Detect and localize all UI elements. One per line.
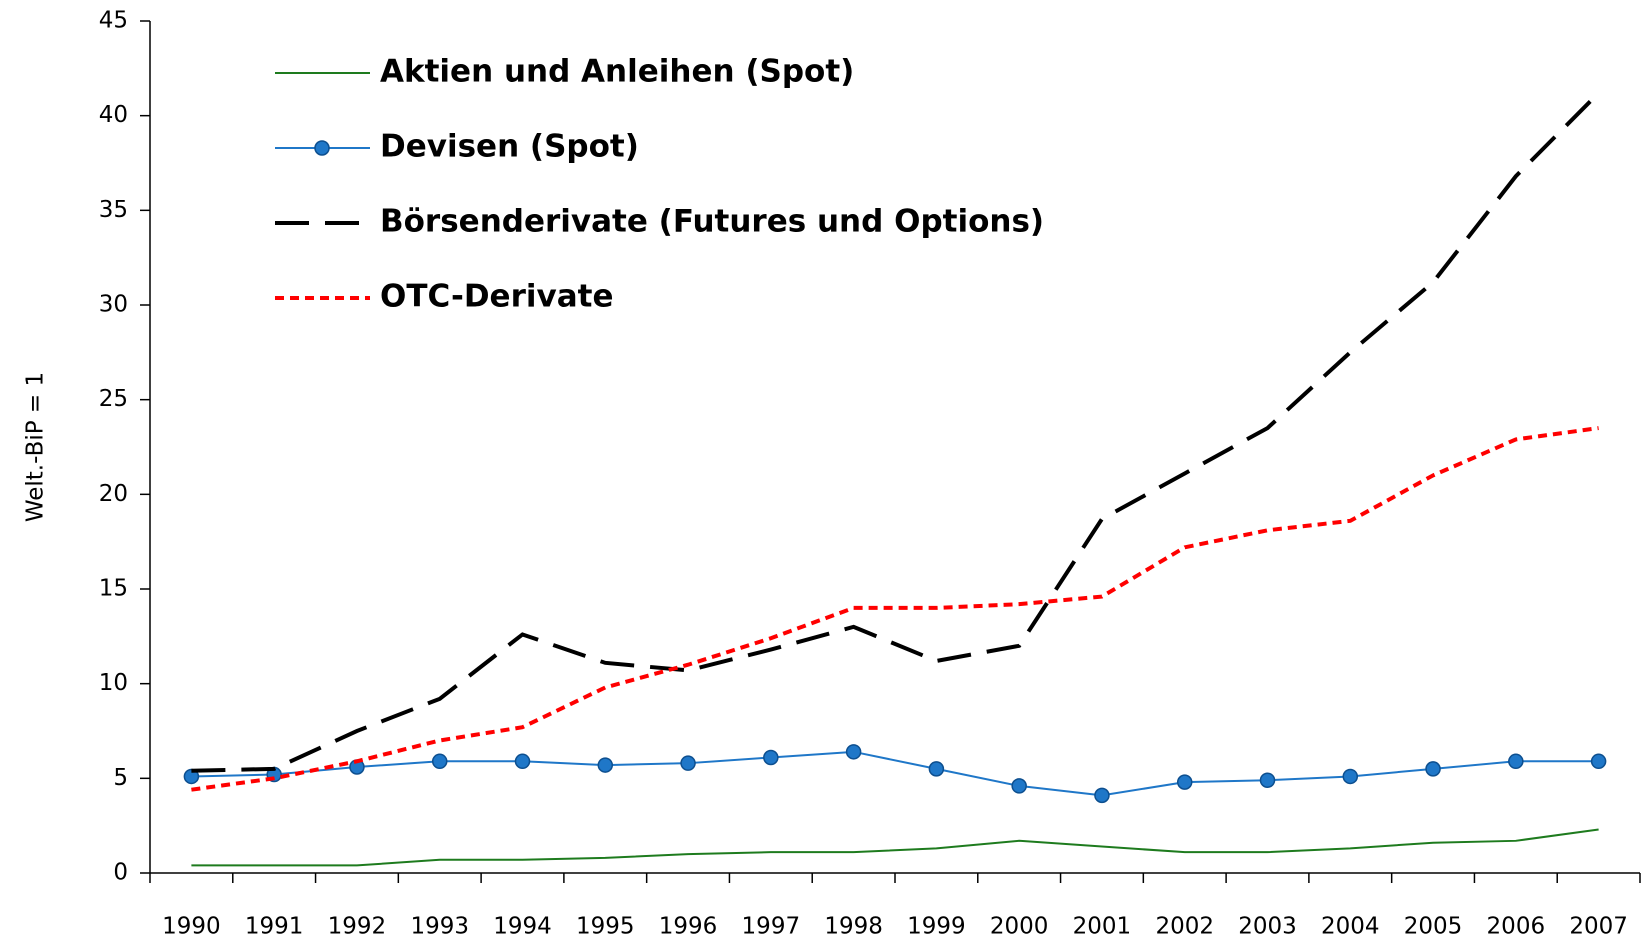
series-marker [680,755,696,771]
x-tick-label: 2006 [1487,914,1546,940]
x-tick-label: 2002 [1155,914,1214,940]
series-marker [1259,772,1276,788]
series-marker [845,744,862,760]
y-tick-label: 45 [99,8,128,34]
series-marker [514,753,531,770]
series-line [191,91,1601,773]
series-marker [597,757,614,773]
legend-label: Aktien und Anleihen (Spot) [380,54,854,90]
series-marker [1011,778,1027,794]
x-tick-label: 1997 [742,914,801,940]
x-tick-label: 1992 [328,914,387,940]
x-tick-label: 2004 [1321,914,1380,940]
series-marker [431,753,448,770]
legend-label: Börsenderivate (Futures und Options) [380,204,1044,240]
series-marker [1094,787,1110,804]
x-tick-label: 1991 [245,914,304,940]
x-tick-label: 2000 [990,914,1049,940]
series-marker [1590,753,1607,770]
series-marker [1508,753,1524,770]
y-tick-label: 15 [99,576,128,602]
x-tick-label: 1994 [493,914,552,940]
series-marker [763,749,779,766]
x-tick-label: 1996 [659,914,718,940]
y-tick-label: 0 [113,860,128,886]
y-tick-label: 25 [99,386,128,412]
y-tick-label: 10 [99,670,128,696]
legend-label: OTC-Derivate [380,279,613,315]
x-tick-label: 1990 [162,914,221,940]
x-tick-label: 2001 [1073,914,1132,940]
x-tick-label: 2003 [1238,914,1297,940]
series-line [191,828,1599,867]
series-line [191,750,1599,797]
y-tick-label: 35 [99,197,128,223]
x-tick-label: 1998 [824,914,883,940]
legend-marker [314,140,330,156]
x-tick-label: 2005 [1404,914,1463,940]
series-marker [928,761,945,777]
x-tick-label: 1999 [907,914,966,940]
x-tick-label: 1995 [576,914,635,940]
y-tick-label: 5 [113,765,128,791]
series-line [191,426,1599,792]
y-tick-label: 30 [99,292,128,318]
series-marker [1342,768,1359,785]
series-marker [1425,761,1441,777]
series-marker [1176,774,1193,790]
y-tick-label: 20 [99,481,128,507]
legend-label: Devisen (Spot) [380,129,639,165]
x-tick-label: 2007 [1569,914,1628,940]
y-tick-label: 40 [99,102,128,128]
y-axis-label: Welt.-BiP = 1 [23,372,49,522]
x-tick-label: 1993 [410,914,469,940]
